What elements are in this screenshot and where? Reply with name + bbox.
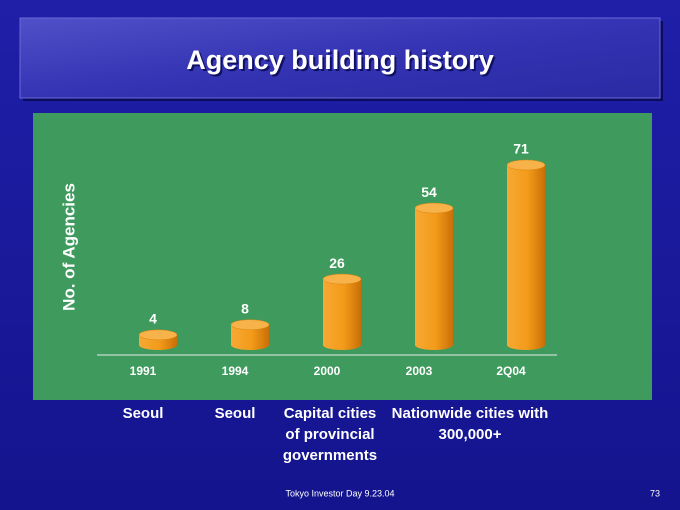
region-label: Nationwide cities with	[392, 405, 549, 422]
region-label: governments	[283, 447, 377, 464]
bar	[415, 203, 453, 350]
bar-cap	[414, 202, 454, 214]
data-label: 8	[241, 300, 249, 316]
region-label: of provincial	[285, 426, 374, 443]
data-label: 54	[421, 184, 437, 200]
x-tick-label: 2Q04	[496, 364, 526, 378]
chart-title: Agency building history	[186, 45, 494, 75]
title-banner	[19, 17, 661, 99]
region-label: Capital cities	[284, 405, 377, 422]
bar	[507, 160, 545, 350]
bar	[323, 274, 361, 350]
bar-cap	[322, 273, 362, 285]
x-tick-label: 1991	[130, 364, 157, 378]
bar-cap	[138, 329, 178, 341]
chart-panel	[33, 113, 652, 400]
bar-cap	[230, 319, 270, 330]
page-number: 73	[650, 488, 660, 498]
data-label: 26	[329, 255, 345, 271]
x-tick-label: 1994	[222, 364, 249, 378]
x-tick-label: 2000	[314, 364, 341, 378]
data-label: 4	[149, 311, 157, 327]
data-label: 71	[513, 141, 529, 157]
region-label: Seoul	[215, 405, 256, 422]
region-label: 300,000+	[439, 426, 502, 443]
x-tick-label: 2003	[406, 364, 433, 378]
region-label: Seoul	[123, 405, 164, 422]
bar-cap	[506, 159, 546, 171]
footer: Tokyo Investor Day 9.23.04	[285, 488, 394, 498]
title-shadow: Agency building history	[188, 47, 496, 77]
y-axis-label: No. of Agencies	[59, 183, 78, 311]
